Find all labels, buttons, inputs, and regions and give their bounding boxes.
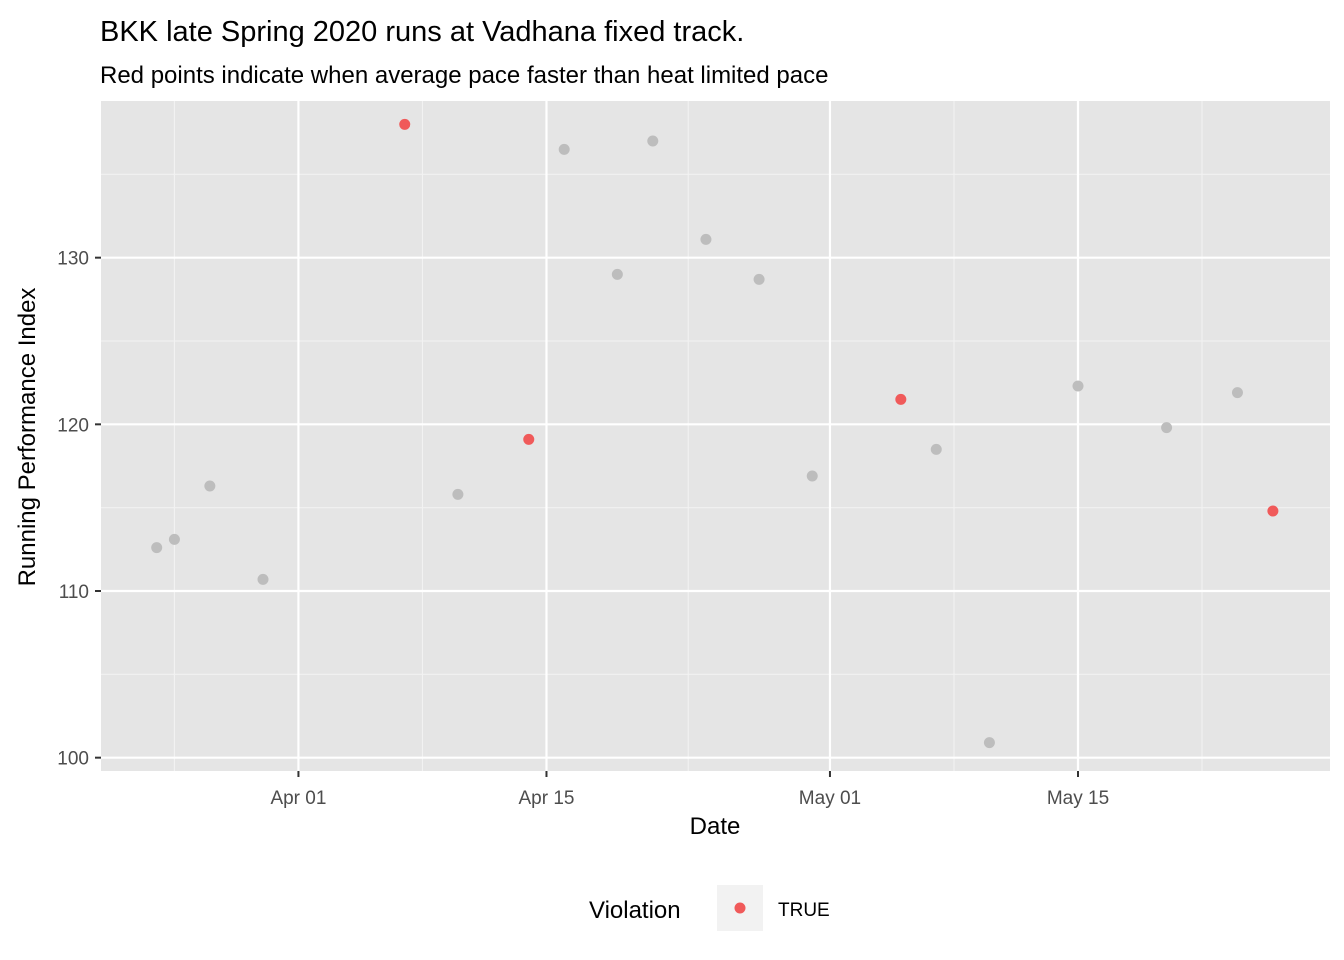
major-gridlines (101, 101, 1330, 771)
minor-gridlines (101, 101, 1330, 771)
chart-title: BKK late Spring 2020 runs at Vadhana fix… (100, 16, 744, 48)
x-tick-label: Apr 01 (270, 788, 326, 809)
y-tick-label: 110 (59, 582, 89, 603)
data-point (452, 488, 464, 500)
legend-title: Violation (589, 897, 681, 924)
data-point (204, 480, 216, 492)
data-point (1072, 380, 1084, 392)
data-point (930, 443, 942, 455)
data-point-violation (399, 118, 411, 130)
x-tick-label: May 15 (1047, 788, 1109, 809)
x-tick-label: May 01 (799, 788, 861, 809)
data-point (151, 542, 163, 554)
legend: Violation TRUE (589, 885, 830, 931)
data-points (151, 118, 1279, 749)
plot-panel (101, 101, 1330, 771)
chart-subtitle: Red points indicate when average pace fa… (100, 62, 828, 89)
data-point (1161, 422, 1173, 434)
data-point (806, 470, 818, 482)
data-point (1231, 387, 1243, 399)
y-tick-label: 120 (57, 415, 89, 436)
y-axis-title: Running Performance Index (14, 288, 41, 587)
data-point (753, 273, 765, 285)
data-point (700, 233, 712, 245)
data-point-violation (523, 433, 535, 445)
data-point-violation (895, 393, 907, 405)
data-point (257, 573, 269, 585)
y-tick-label: 100 (57, 749, 89, 770)
data-point-violation (1267, 505, 1279, 517)
y-axis: 100 110 120 130 (57, 249, 101, 770)
y-tick-label: 130 (57, 249, 89, 270)
x-axis: Apr 01 Apr 15 May 01 May 15 (270, 771, 1109, 809)
x-tick-label: Apr 15 (518, 788, 574, 809)
legend-label-true: TRUE (778, 900, 830, 921)
x-axis-title: Date (690, 813, 741, 840)
data-point (647, 135, 659, 147)
data-point (558, 143, 570, 155)
data-point (983, 737, 995, 749)
data-point (168, 533, 180, 545)
data-point (611, 268, 623, 280)
legend-key-point (734, 902, 746, 914)
